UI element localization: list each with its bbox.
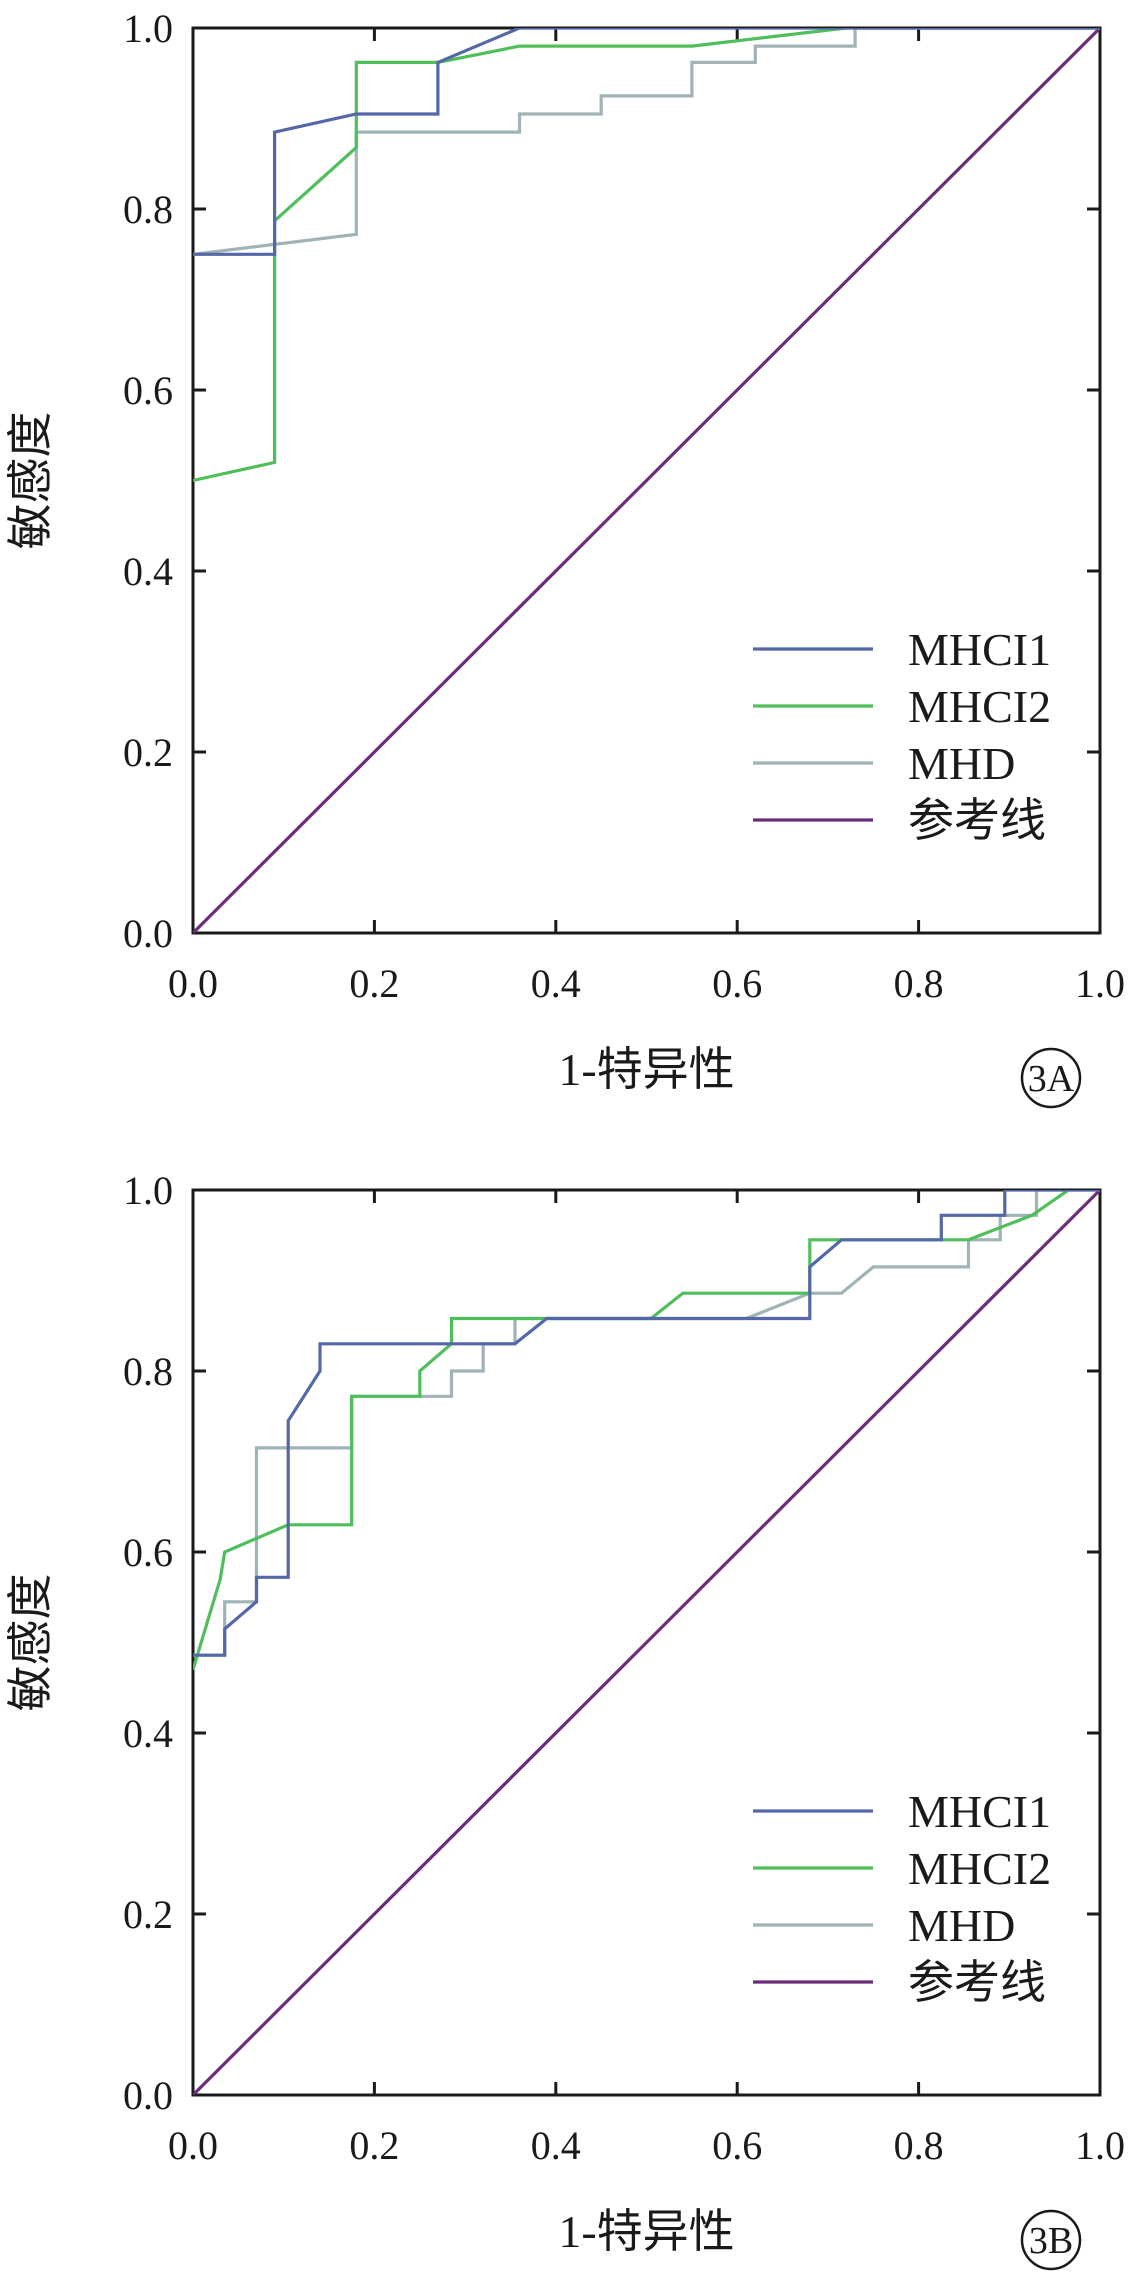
y-tick-label: 1.0 xyxy=(123,6,173,51)
legend-label: MHCI2 xyxy=(908,1843,1051,1894)
x-tick-label: 0.4 xyxy=(531,961,581,1006)
panel-tag-circle xyxy=(1020,2209,1082,2271)
series-line-4 xyxy=(193,28,1100,933)
legend-label: 参考线 xyxy=(908,795,1046,846)
y-axis-title: 敏感度 xyxy=(5,1574,56,1712)
series-lines xyxy=(193,1190,1100,2095)
legend-label: MHD xyxy=(908,738,1015,789)
panel-tag-label: 3B xyxy=(1029,2220,1073,2262)
legend-label: MHCI2 xyxy=(908,681,1051,732)
panel-tag: 3B xyxy=(1020,2209,1082,2271)
x-tick-label: 0.0 xyxy=(168,961,218,1006)
y-tick-label: 0.6 xyxy=(123,368,173,413)
legend-label: MHCI1 xyxy=(908,624,1051,675)
y-axis-title: 敏感度 xyxy=(5,412,56,550)
y-tick-label: 0.6 xyxy=(123,1530,173,1575)
chart-panel-3a: 0.0 0.2 0.4 0.6 0.8 1.0 0.0 0.2 0.4 0.6 0.8 1.0 1-特异… xyxy=(5,6,1125,1109)
x-tick-label: 0.6 xyxy=(712,2123,762,2168)
x-tick-label: 0.6 xyxy=(712,961,762,1006)
x-tick-label: 0.2 xyxy=(349,961,399,1006)
y-tick-label: 0.0 xyxy=(123,2073,173,2118)
series-line-3 xyxy=(193,1190,1100,1657)
series-lines xyxy=(193,28,1100,933)
x-tick-label: 0.8 xyxy=(894,2123,944,2168)
legend-label: MHD xyxy=(908,1900,1015,1951)
y-tick-label: 0.8 xyxy=(123,1349,173,1394)
legend-label: MHCI1 xyxy=(908,1786,1051,1837)
panel-tag-circle xyxy=(1020,1047,1082,1109)
y-tick-label: 0.4 xyxy=(123,549,173,594)
x-tick-label: 0.2 xyxy=(349,2123,399,2168)
x-axis-title: 1-特异性 xyxy=(558,2206,734,2257)
legend: MHCI1 MHCI2 MHD 参考线 xyxy=(753,1786,1051,2008)
y-tick-label: 1.0 xyxy=(123,1168,173,1213)
plot-frame xyxy=(191,1188,1102,2097)
series-line-1 xyxy=(193,28,1100,256)
x-tick-label: 1.0 xyxy=(1075,961,1125,1006)
series-line-4 xyxy=(193,1190,1100,2095)
y-tick-label: 0.2 xyxy=(123,1892,173,1937)
series-line-3 xyxy=(193,28,1100,256)
x-tick-label: 0.4 xyxy=(531,2123,581,2168)
chart-panel-3b: 0.0 0.2 0.4 0.6 0.8 1.0 0.0 0.2 0.4 0.6 0.8 1.0 1-特异… xyxy=(5,1168,1125,2271)
y-tick-label: 0.4 xyxy=(123,1711,173,1756)
y-tick-label: 0.2 xyxy=(123,730,173,775)
legend-label: 参考线 xyxy=(908,1957,1046,2008)
series-line-2 xyxy=(193,1190,1070,1671)
y-tick-label: 0.0 xyxy=(123,911,173,956)
panel-tag-label: 3A xyxy=(1028,1058,1075,1100)
panel-tag: 3A xyxy=(1020,1047,1082,1109)
legend: MHCI1 MHCI2 MHD 参考线 xyxy=(753,624,1051,846)
series-line-1 xyxy=(193,1190,1100,1657)
x-axis-title: 1-特异性 xyxy=(558,1044,734,1095)
x-tick-label: 0.8 xyxy=(894,961,944,1006)
y-tick-label: 0.8 xyxy=(123,187,173,232)
x-tick-label: 0.0 xyxy=(168,2123,218,2168)
series-line-2 xyxy=(193,28,1100,483)
x-tick-label: 1.0 xyxy=(1075,2123,1125,2168)
